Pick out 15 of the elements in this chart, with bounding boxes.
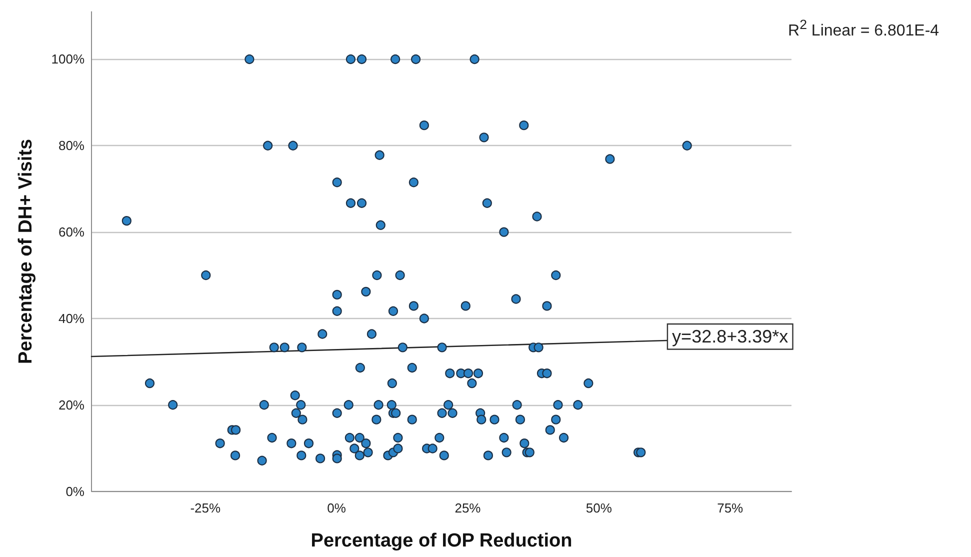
x-tick-label: 25% <box>454 500 482 516</box>
y-tick-label: 0% <box>66 484 85 499</box>
annotation: y=32.8+3.39*x <box>672 326 788 347</box>
y-axis-title: Percentage of DH+ Visits <box>16 138 36 364</box>
x-tick-label: 50% <box>586 500 612 516</box>
y-tick-label: 20% <box>58 397 85 412</box>
y-tick-label: 100% <box>51 52 85 67</box>
x-tick-label: 0% <box>327 500 346 516</box>
y-tick-label: 80% <box>58 138 85 154</box>
y-tick-label: 40% <box>58 310 85 326</box>
x-tick-label: 75% <box>717 500 744 516</box>
x-tick-label: -25% <box>190 500 221 516</box>
x-axis-title: Percentage of IOP Reduction <box>310 530 572 552</box>
annotation: R$^{2}$ Linear = 6.801E-4 <box>788 16 940 42</box>
y-tick-label: 60% <box>58 224 85 240</box>
